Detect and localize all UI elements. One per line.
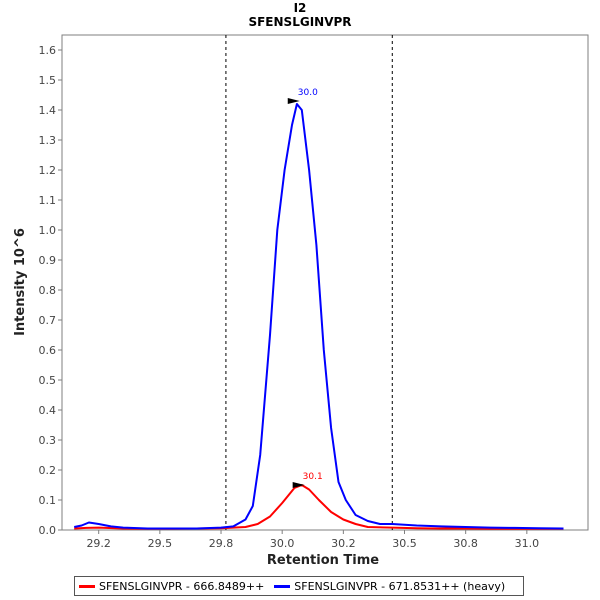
peak-label: 30.1 bbox=[303, 472, 323, 482]
y-tick-label: 0.7 bbox=[39, 314, 57, 327]
x-tick-label: 30.2 bbox=[331, 537, 356, 550]
y-tick-label: 1.6 bbox=[39, 44, 57, 57]
x-tick-label: 30.5 bbox=[392, 537, 417, 550]
x-tick-label: 30.8 bbox=[453, 537, 478, 550]
y-tick-label: 1.3 bbox=[39, 134, 57, 147]
y-tick-label: 1.4 bbox=[39, 104, 57, 117]
y-tick-label: 0.0 bbox=[39, 524, 57, 537]
integration-boundaries bbox=[225, 35, 393, 530]
legend: SFENSLGINVPR - 666.8489++ SFENSLGINVPR -… bbox=[74, 576, 524, 596]
y-tick-label: 0.4 bbox=[39, 404, 57, 417]
legend-swatch-blue bbox=[274, 584, 291, 588]
y-tick-label: 1.5 bbox=[39, 74, 57, 87]
plot-area bbox=[61, 34, 589, 531]
peak-marker-arrow bbox=[292, 482, 305, 488]
y-tick-label: 0.9 bbox=[39, 254, 57, 267]
y-tick-label: 1.1 bbox=[39, 194, 57, 207]
y-tick-label: 0.3 bbox=[39, 434, 57, 447]
y-tick-label: 0.1 bbox=[39, 494, 57, 507]
y-tick-label: 1.0 bbox=[39, 224, 57, 237]
x-tick-label: 29.8 bbox=[209, 537, 234, 550]
peak-annotations: 30.0 30.1 bbox=[287, 88, 323, 488]
chart-subtitle: SFENSLGINVPR bbox=[248, 15, 351, 29]
y-tick-label: 0.8 bbox=[39, 284, 57, 297]
legend-swatch-red bbox=[79, 584, 95, 588]
x-tick-label: 29.5 bbox=[148, 537, 173, 550]
series-line-heavy bbox=[74, 103, 564, 530]
peak-label: 30.0 bbox=[298, 88, 318, 98]
chart-title: I2 bbox=[294, 1, 307, 15]
x-axis: 29.2 29.5 29.8 30.0 30.2 30.5 30.8 31.0 bbox=[86, 530, 539, 550]
y-axis-label: Intensity 10^6 bbox=[13, 228, 28, 336]
peak-marker-arrow bbox=[287, 98, 300, 104]
legend-label-light: SFENSLGINVPR - 666.8489++ bbox=[99, 579, 265, 593]
x-axis-label: Retention Time bbox=[267, 553, 379, 568]
y-tick-label: 1.2 bbox=[39, 164, 57, 177]
x-tick-label: 29.2 bbox=[86, 537, 111, 550]
y-tick-label: 0.5 bbox=[39, 374, 57, 387]
y-tick-label: 0.6 bbox=[39, 344, 57, 357]
x-tick-label: 30.0 bbox=[270, 537, 295, 550]
x-tick-label: 31.0 bbox=[515, 537, 540, 550]
y-tick-label: 0.2 bbox=[39, 464, 57, 477]
y-axis: 0.0 0.1 0.2 0.3 0.4 0.5 0.6 0.7 0.8 0.9 1.0 1.1 1.2 1… bbox=[39, 44, 62, 537]
legend-label-heavy: SFENSLGINVPR - 671.8531++ (heavy) bbox=[294, 579, 506, 593]
legend-item-light: SFENSLGINVPR - 666.8489++ bbox=[79, 580, 264, 593]
legend-item-heavy: SFENSLGINVPR - 671.8531++ (heavy) bbox=[274, 580, 505, 593]
